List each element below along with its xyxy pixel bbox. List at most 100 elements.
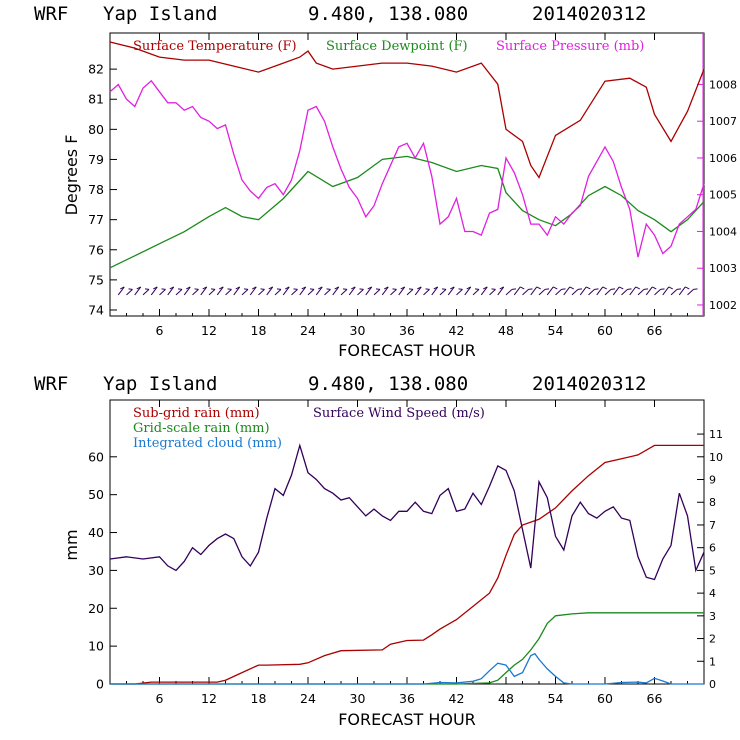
y-tick-label: 82 [88,62,104,77]
x-tick-label: 66 [647,323,663,338]
wind-barb [192,288,199,296]
bottom-x-axis-label: FORECAST HOUR [338,710,476,729]
wind-barb [472,288,480,296]
x-tick-label: 30 [350,323,366,338]
wind-barb [348,286,356,296]
x-tick-label: 42 [449,323,465,338]
top-x-axis-label: FORECAST HOUR [338,341,476,360]
x-tick-label: 54 [548,691,564,706]
wind-barb [398,286,406,296]
wind-barb [134,286,142,296]
y-tick-label: 20 [88,601,104,616]
wind-barb [596,286,604,296]
y2-tick-label: 2 [709,633,716,646]
wind-barb [233,286,241,296]
x-tick-label: 48 [498,691,514,706]
dewpoint-line [109,155,705,269]
wind-barb-flag [553,286,558,290]
y2-tick-label: 7 [709,519,716,532]
wind-barb [200,286,208,296]
wind-barb [249,286,257,296]
wind-barb [654,288,661,296]
wind-barb-flag [186,286,191,290]
wind-barb [183,286,191,296]
x-tick-label: 48 [498,323,514,338]
y-tick-label: 79 [88,152,104,167]
y2-tick-label: 9 [709,474,716,487]
y2-tick-label: 1004 [709,225,737,238]
y-tick-label: 77 [88,212,104,227]
bottom-title-date: 2014020312 [532,373,646,395]
y-tick-label: 40 [88,525,104,540]
wind-barb [324,288,331,296]
y-tick-label: 75 [88,272,104,287]
wind-barb [505,288,513,296]
y2-tick-label: 1002 [709,299,737,312]
wind-barb [546,286,554,296]
wind-barb-flag [400,286,405,290]
wind-barb [522,288,529,296]
wind-barb-flag [685,286,690,290]
y2-tick-label: 0 [709,678,716,691]
x-tick-label: 24 [300,691,316,706]
wind-barb-flag [367,286,372,290]
wind-barb-flag [351,286,356,290]
top-right-axis-line [702,33,704,316]
wind-barb [175,288,183,296]
wind-barb [307,288,315,296]
x-tick-label: 36 [399,691,415,706]
wind-barb [431,286,439,296]
precipitation-panel: WRF Yap Island 9.480, 138.080 2014020312… [34,373,723,729]
wind-barb [241,288,249,296]
wind-barb [299,286,307,296]
x-tick-label: 6 [156,323,164,338]
wind-barb-flag [136,286,141,290]
y-tick-label: 30 [88,563,104,578]
wind-barb [621,288,628,296]
top-title-coords: 9.480, 138.080 [308,3,468,25]
wind-barb [225,288,232,296]
wind-barb [365,286,373,296]
wind-barb [423,288,430,296]
wind-barb [670,288,678,296]
y2-tick-label: 1007 [709,115,737,128]
wind-barb-flag [169,286,174,290]
wind-barb [637,288,645,296]
bottom-title-model: WRF [34,373,68,395]
y2-tick-label: 10 [709,451,723,464]
bottom-y-axis-label: mm [62,529,81,560]
wind-barb [117,286,125,296]
wind-barb [687,288,694,296]
wind-barb-flag [483,286,488,290]
x-tick-label: 12 [201,691,217,706]
wind-barb-flag [301,286,306,290]
wind-barb-flag [334,286,339,290]
x-tick-label: 42 [449,691,465,706]
wind-barb [612,286,620,296]
x-tick-label: 60 [597,323,613,338]
y2-tick-label: 8 [709,496,716,509]
top-y-axis-label: Degrees F [62,135,81,216]
wind-barb [604,288,612,296]
wind-barb-flag [635,286,640,290]
y2-tick-label: 1005 [709,189,737,202]
x-tick-label: 54 [548,323,564,338]
integrated-cloud-line [110,652,704,685]
wind-barb [456,288,463,296]
bottom-legend-wind: Surface Wind Speed (m/s) [313,406,485,421]
wind-barb [497,286,505,296]
wind-barb [390,288,397,296]
wind-barb [489,288,496,296]
x-tick-label: 66 [647,691,663,706]
wind-barb [258,288,265,296]
wind-barb [588,288,595,296]
y2-tick-label: 1003 [709,262,737,275]
wind-barb-flag [433,286,438,290]
temperature-line [109,41,705,179]
wind-barb-flag [668,286,673,290]
wind-barb [126,288,133,296]
y-tick-label: 78 [88,182,104,197]
wind-barb [563,286,571,296]
top-legend-dewpoint: Surface Dewpoint (F) [326,39,468,54]
x-tick-label: 6 [156,691,164,706]
